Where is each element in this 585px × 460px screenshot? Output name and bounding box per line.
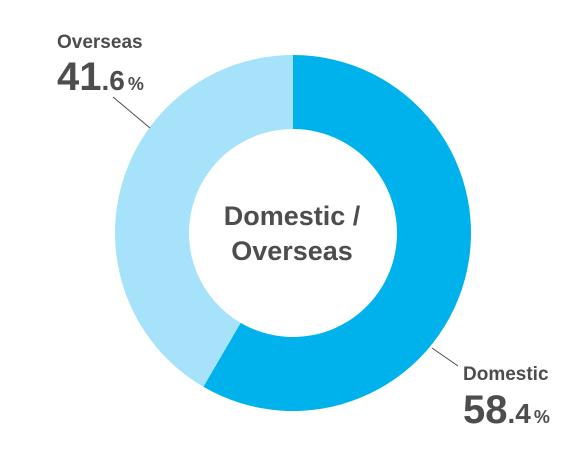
domestic-percent-sign: % xyxy=(534,407,550,427)
domestic-value: 58.4% xyxy=(463,388,550,432)
overseas-value-int: 41 xyxy=(57,55,102,99)
donut-slices xyxy=(115,55,472,411)
overseas-value: 41.6% xyxy=(57,55,144,99)
center-label-line-1: Domestic / xyxy=(224,201,361,231)
domestic-leader-line xyxy=(431,347,459,367)
slice-domestic xyxy=(203,55,472,411)
center-label-line-2: Overseas xyxy=(231,236,353,266)
domestic-value-int: 58 xyxy=(463,388,508,432)
overseas-leader-line xyxy=(112,96,151,129)
overseas-percent-sign: % xyxy=(128,74,144,94)
slice-overseas xyxy=(115,55,293,387)
overseas-value-dec: .6 xyxy=(102,65,125,96)
domestic-label: Domestic xyxy=(463,364,549,385)
domestic-value-dec: .4 xyxy=(508,398,532,429)
overseas-label: Overseas xyxy=(57,32,143,53)
